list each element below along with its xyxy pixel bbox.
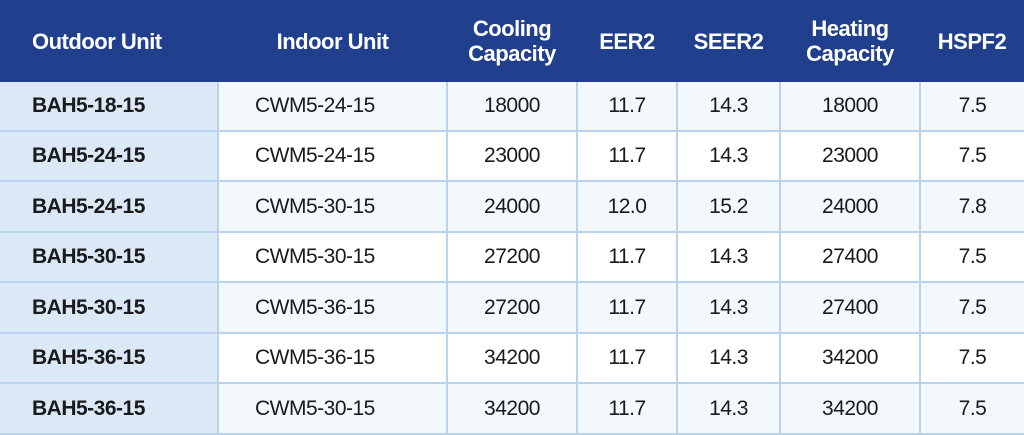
table-cell: 14.3 bbox=[676, 332, 780, 385]
table-cell: 23000 bbox=[779, 130, 920, 183]
table-cell: 11.7 bbox=[576, 82, 677, 132]
table-cell: 7.8 bbox=[919, 181, 1024, 233]
table-cell: CWM5-24-15 bbox=[217, 82, 447, 132]
outdoor-unit-cell: BAH5-18-15 bbox=[0, 82, 218, 132]
column-header: Outdoor Unit bbox=[0, 0, 218, 82]
table-row: BAH5-24-15 CWM5-24-15 23000 11.7 14.3 23000 7.… bbox=[0, 130, 1024, 183]
table-cell: 24000 bbox=[446, 181, 577, 233]
column-header: EER2 bbox=[577, 0, 677, 82]
table-cell: CWM5-36-15 bbox=[217, 332, 447, 385]
table-cell: 27400 bbox=[779, 231, 920, 284]
table-cell: 34200 bbox=[779, 332, 920, 385]
table-row: BAH5-30-15 CWM5-30-15 27200 11.7 14.3 27400 7.… bbox=[0, 231, 1024, 284]
table-cell: 7.5 bbox=[919, 231, 1024, 284]
outdoor-unit-cell: BAH5-24-15 bbox=[0, 130, 218, 183]
table-row: BAH5-36-15 CWM5-36-15 34200 11.7 14.3 34200 7.… bbox=[0, 332, 1024, 385]
table-cell: 18000 bbox=[446, 82, 577, 132]
table-cell: 15.2 bbox=[676, 181, 780, 233]
outdoor-unit-cell: BAH5-36-15 bbox=[0, 383, 218, 435]
table-cell: 7.5 bbox=[919, 82, 1024, 132]
table-cell: 11.7 bbox=[576, 282, 677, 334]
table-cell: 14.3 bbox=[676, 130, 780, 183]
table-cell: 11.7 bbox=[576, 332, 677, 385]
table-cell: 14.3 bbox=[676, 282, 780, 334]
table-cell: 24000 bbox=[779, 181, 920, 233]
table-cell: CWM5-30-15 bbox=[217, 383, 447, 435]
table-cell: 23000 bbox=[446, 130, 577, 183]
column-header: Indoor Unit bbox=[218, 0, 447, 82]
table-cell: 14.3 bbox=[676, 82, 780, 132]
table-cell: 34200 bbox=[446, 332, 577, 385]
table-cell: 7.5 bbox=[919, 383, 1024, 435]
table-cell: 34200 bbox=[446, 383, 577, 435]
table-cell: 14.3 bbox=[676, 383, 780, 435]
column-header: SEER2 bbox=[677, 0, 780, 82]
table-cell: 27200 bbox=[446, 231, 577, 284]
table-cell: 7.5 bbox=[919, 130, 1024, 183]
table-cell: 12.0 bbox=[576, 181, 677, 233]
table-row: BAH5-36-15 CWM5-30-15 34200 11.7 14.3 34200 7.… bbox=[0, 383, 1024, 435]
table-row: BAH5-30-15 CWM5-36-15 27200 11.7 14.3 27400 7.… bbox=[0, 282, 1024, 334]
table-cell: CWM5-24-15 bbox=[217, 130, 447, 183]
table-cell: 11.7 bbox=[576, 130, 677, 183]
table-cell: CWM5-30-15 bbox=[217, 181, 447, 233]
table-cell: 27400 bbox=[779, 282, 920, 334]
outdoor-unit-cell: BAH5-30-15 bbox=[0, 231, 218, 284]
table-cell: 7.5 bbox=[919, 332, 1024, 385]
table-cell: 11.7 bbox=[576, 383, 677, 435]
table-header: Outdoor Unit Indoor Unit Cooling Capacity E… bbox=[0, 0, 1024, 82]
column-header: Cooling Capacity bbox=[447, 0, 577, 82]
outdoor-unit-cell: BAH5-36-15 bbox=[0, 332, 218, 385]
table-cell: 27200 bbox=[446, 282, 577, 334]
column-header: HSPF2 bbox=[920, 0, 1024, 82]
table-cell: 7.5 bbox=[919, 282, 1024, 334]
table-body: BAH5-18-15 CWM5-24-15 18000 11.7 14.3 18000 7.… bbox=[0, 82, 1024, 435]
column-header: Heating Capacity bbox=[780, 0, 920, 82]
table-cell: 34200 bbox=[779, 383, 920, 435]
table-cell: 14.3 bbox=[676, 231, 780, 284]
header-row: Outdoor Unit Indoor Unit Cooling Capacity E… bbox=[0, 0, 1024, 82]
table-cell: CWM5-36-15 bbox=[217, 282, 447, 334]
outdoor-unit-cell: BAH5-30-15 bbox=[0, 282, 218, 334]
table-cell: CWM5-30-15 bbox=[217, 231, 447, 284]
table-row: BAH5-24-15 CWM5-30-15 24000 12.0 15.2 24000 7.… bbox=[0, 181, 1024, 233]
table-cell: 11.7 bbox=[576, 231, 677, 284]
outdoor-unit-cell: BAH5-24-15 bbox=[0, 181, 218, 233]
table-cell: 18000 bbox=[779, 82, 920, 132]
table-row: BAH5-18-15 CWM5-24-15 18000 11.7 14.3 18000 7.… bbox=[0, 82, 1024, 132]
